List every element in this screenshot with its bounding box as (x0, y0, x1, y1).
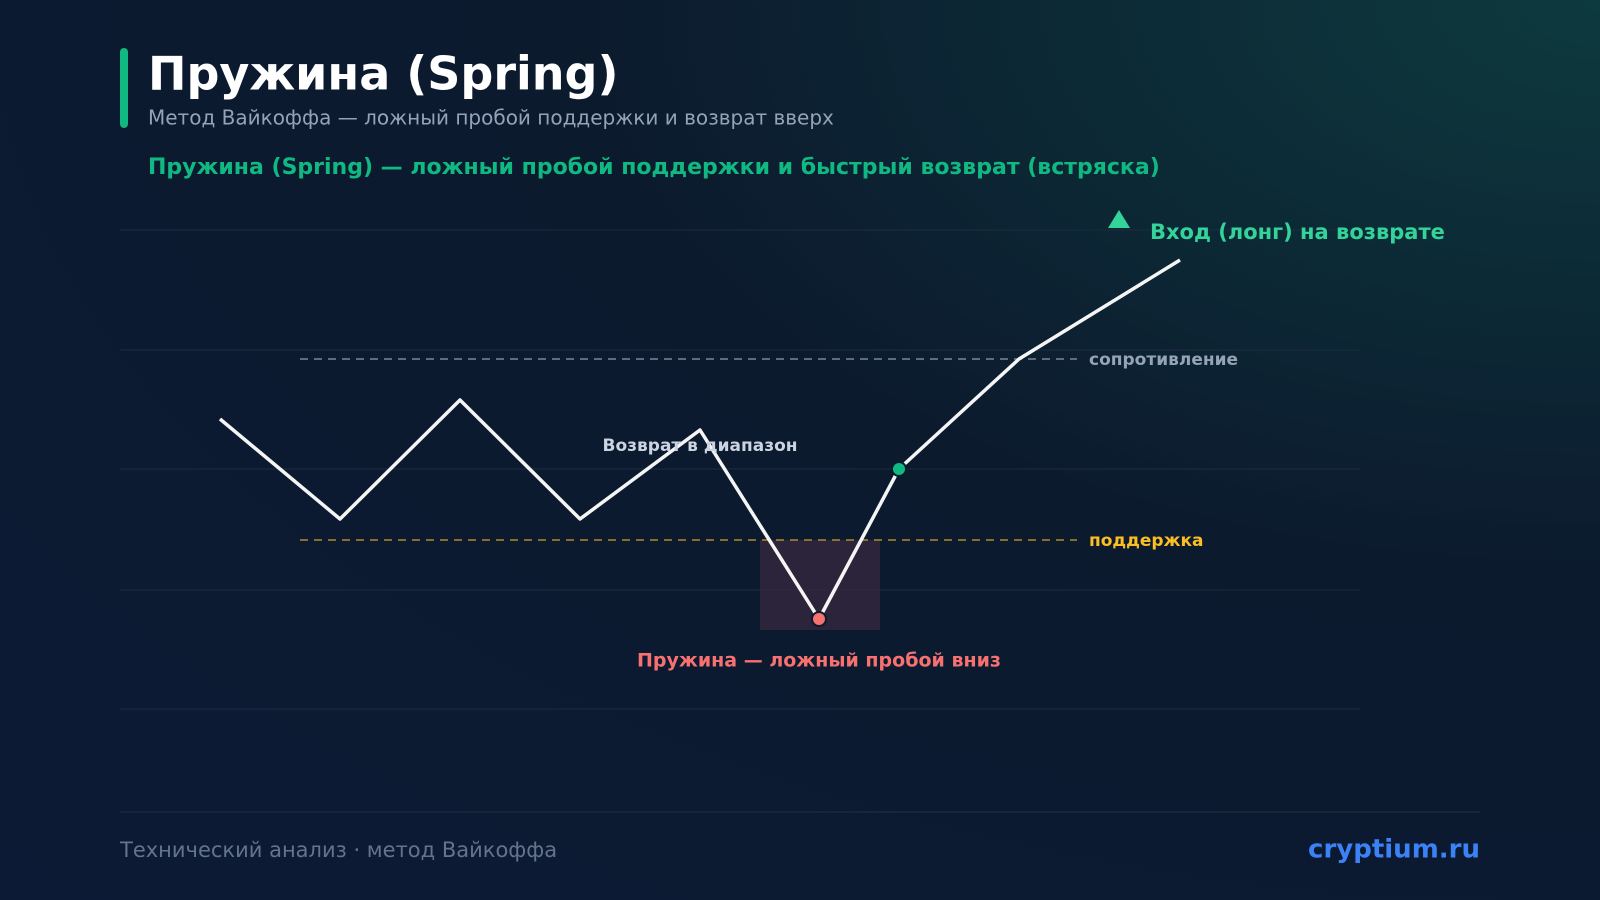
accent-bar (120, 48, 128, 128)
spring-point (811, 611, 827, 627)
return-label: Возврат в диапазон (603, 436, 798, 456)
entry-arrow (1108, 210, 1130, 228)
grid (120, 229, 1360, 710)
footer-brand: cryptium.ru (1308, 835, 1480, 865)
subtitle: Метод Вайкоффа — ложный пробой поддержки… (148, 106, 834, 130)
footer-left: Технический анализ · метод Вайкоффа (119, 838, 557, 862)
heading: Пружина (Spring) — ложный пробой поддерж… (148, 155, 1160, 180)
title: Пружина (Spring) (148, 47, 619, 101)
entry-point (891, 461, 907, 477)
support-label: поддержка (1089, 531, 1204, 551)
spring-label: Пружина — ложный пробой вниз (637, 650, 1001, 672)
price-line (218, 258, 1181, 621)
entry-label: Вход (лонг) на возврате (1150, 220, 1445, 244)
resistance-label: сопротивление (1089, 350, 1238, 370)
